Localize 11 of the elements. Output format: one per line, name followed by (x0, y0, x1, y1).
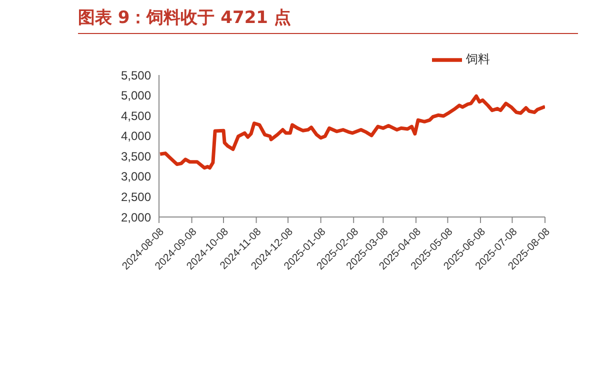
legend-label: 饲料 (466, 52, 490, 66)
y-tick-label: 5,000 (120, 88, 152, 103)
chart-title: 图表 9：饲料收于 4721 点 (78, 6, 578, 34)
y-tick-label: 3,500 (120, 149, 152, 164)
y-tick-label: 3,000 (120, 170, 152, 184)
y-tick-label: 2,000 (120, 210, 152, 224)
y-tick-label: 5,500 (120, 68, 152, 82)
y-tick-label: 4,000 (120, 129, 152, 144)
line-series (159, 94, 545, 170)
y-tick-label: 2,500 (120, 190, 152, 204)
y-tick-label: 4,500 (120, 108, 152, 123)
